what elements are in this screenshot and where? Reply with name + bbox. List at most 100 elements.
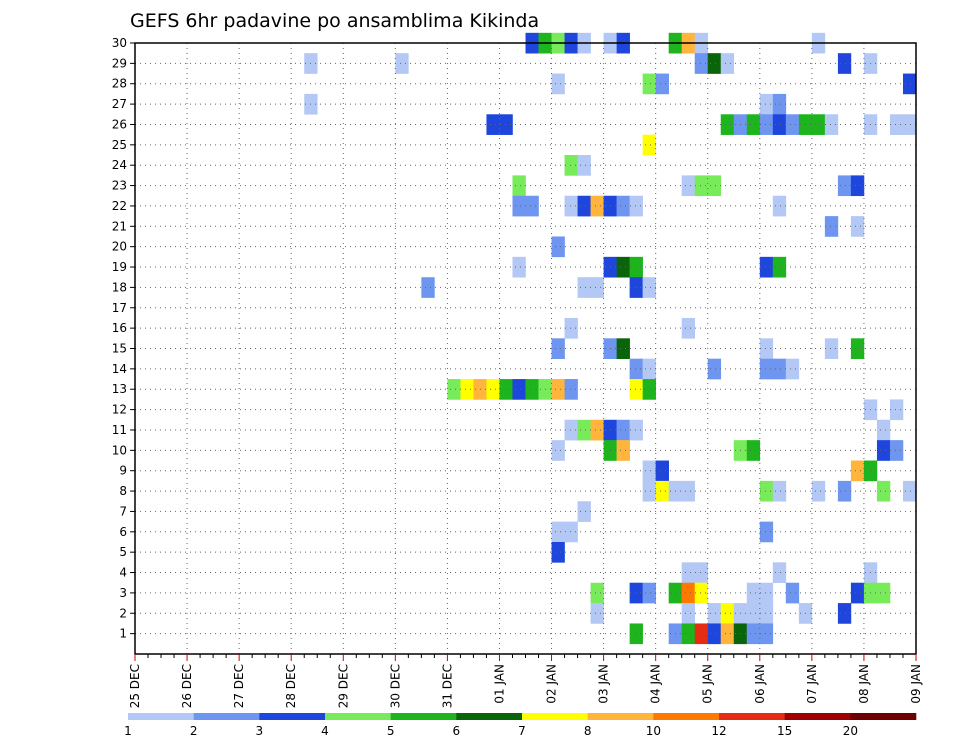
heatmap-cell <box>460 379 474 400</box>
heatmap-cell <box>876 419 891 441</box>
heatmap-cell <box>616 256 630 278</box>
heatmap-cell <box>590 582 604 604</box>
heatmap-cell <box>694 175 709 197</box>
y-tick-label: 16 <box>112 321 127 335</box>
heatmap-cell <box>759 582 774 604</box>
heatmap-cell <box>902 480 917 502</box>
y-tick-label: 10 <box>112 443 127 457</box>
y-tick-label: 2 <box>119 606 127 620</box>
legend-swatch <box>193 713 260 720</box>
heatmap-cell <box>616 338 630 359</box>
heatmap-cell <box>759 521 774 543</box>
y-tick-label: 24 <box>112 158 127 172</box>
heatmap-cell <box>902 73 917 95</box>
heatmap-cell <box>564 155 578 176</box>
y-tick-label: 27 <box>112 97 127 111</box>
heatmap-cell <box>629 256 643 278</box>
heatmap-cell <box>629 358 643 380</box>
heatmap-cell <box>759 93 774 115</box>
heatmap-cell <box>577 277 591 298</box>
heatmap-cell <box>707 623 722 645</box>
legend-label: 10 <box>646 724 661 738</box>
legend-label: 3 <box>256 724 264 738</box>
y-tick-label: 12 <box>112 403 127 417</box>
heatmap-cell <box>629 419 643 441</box>
y-tick-label: 1 <box>119 627 127 641</box>
legend-label: 6 <box>453 724 461 738</box>
heatmap-cell <box>681 480 696 502</box>
heatmap-cell <box>824 216 839 237</box>
heatmap-cell <box>512 256 526 278</box>
heatmap-cell <box>590 195 604 217</box>
heatmap-cell <box>772 114 787 135</box>
y-tick-label: 30 <box>112 36 127 50</box>
heatmap-cell <box>395 53 409 74</box>
y-tick-label: 21 <box>112 219 127 233</box>
heatmap-cell <box>785 358 800 380</box>
heatmap-cell <box>551 73 565 95</box>
heatmap-cell <box>551 541 565 563</box>
heatmap-cell <box>876 440 891 461</box>
heatmap-cell <box>824 114 839 135</box>
heatmap-cell <box>850 460 865 482</box>
heatmap-cell <box>512 175 526 197</box>
y-tick-label: 5 <box>119 545 127 559</box>
heatmap-cell <box>642 134 656 156</box>
heatmap-cell <box>616 440 630 461</box>
x-tick-label: 27 DEC <box>232 664 246 708</box>
y-tick-label: 18 <box>112 280 127 294</box>
heatmap-cell <box>642 582 656 604</box>
heatmap-cell <box>759 623 774 645</box>
heatmap-cell <box>876 480 891 502</box>
heatmap-cell <box>746 582 761 604</box>
heatmap-cell <box>850 216 865 237</box>
y-tick-label: 14 <box>112 362 127 376</box>
x-tick-label: 30 DEC <box>388 664 402 708</box>
heatmap-cell <box>837 53 852 74</box>
x-axis: 25 DEC 26 DEC 27 DEC 28 DEC 29 DEC 30 DEC 31 D… <box>128 654 923 708</box>
y-tick-label: 8 <box>119 484 127 498</box>
legend-label: 20 <box>843 724 858 738</box>
heatmap-cell <box>759 114 774 135</box>
x-tick-label: 31 DEC <box>440 664 454 708</box>
heatmap-cell <box>759 256 774 278</box>
x-tick-label: 25 DEC <box>128 664 142 708</box>
heatmap-cell <box>837 480 852 502</box>
heatmap-cell <box>707 53 722 74</box>
legend-label: 4 <box>321 724 329 738</box>
heatmap-cell <box>759 480 774 502</box>
heatmap-cell <box>642 480 656 502</box>
heatmap-cell <box>642 379 656 400</box>
legend-swatch <box>719 713 785 720</box>
heatmap-cell <box>681 317 696 339</box>
x-tick-label: 07 JAN <box>805 664 819 704</box>
legend-swatch <box>653 713 720 720</box>
heatmap-cell <box>642 73 656 95</box>
heatmap-cell <box>551 521 565 543</box>
x-tick-label: 02 JAN <box>545 664 559 704</box>
x-tick-label: 08 JAN <box>857 664 871 704</box>
heatmap-cell <box>707 603 722 624</box>
legend-swatch <box>456 713 523 720</box>
heatmap-cell <box>655 73 669 95</box>
heatmap-cell <box>681 623 696 645</box>
heatmap-cell <box>707 358 722 380</box>
heatmap-cell <box>889 399 904 421</box>
heatmap-cell <box>759 603 774 624</box>
legend-swatch <box>522 713 588 720</box>
heatmap-cell <box>837 603 852 624</box>
heatmap-cell <box>772 480 787 502</box>
y-tick-label: 28 <box>112 77 127 91</box>
heatmap-cell <box>785 114 800 135</box>
legend-swatch <box>128 713 194 720</box>
y-tick-label: 23 <box>112 179 127 193</box>
heatmap-cell <box>629 195 643 217</box>
heatmap-cell <box>577 195 591 217</box>
heatmap-cell <box>629 582 643 604</box>
heatmap-cell <box>564 317 578 339</box>
heatmap-cell <box>590 277 604 298</box>
legend-swatch <box>850 713 917 720</box>
legend-label: 1 <box>124 724 132 738</box>
heatmap-cell <box>655 480 669 502</box>
heatmap-cell <box>850 338 865 359</box>
